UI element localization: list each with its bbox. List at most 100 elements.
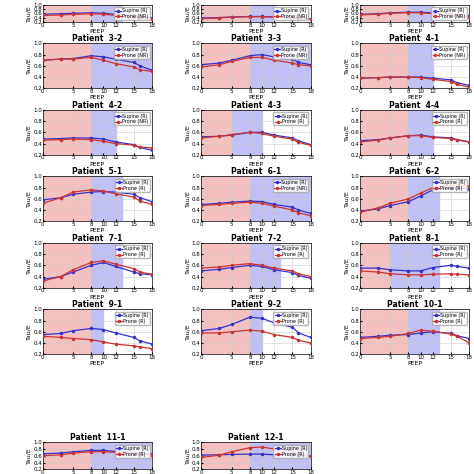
Bar: [250, 44, 310, 88]
Bar: [201, 442, 250, 469]
X-axis label: PEEP: PEEP: [90, 95, 105, 100]
X-axis label: PEEP: PEEP: [248, 361, 264, 366]
X-axis label: PEEP: PEEP: [248, 228, 264, 233]
X-axis label: PEEP: PEEP: [90, 29, 105, 34]
Title: Patient  3-2: Patient 3-2: [72, 34, 122, 43]
Y-axis label: Tau/E: Tau/E: [344, 191, 349, 207]
Legend: Supine (R), Prone (R): Supine (R), Prone (R): [115, 445, 150, 458]
Legend: Supine (R), Prone (NR): Supine (R), Prone (NR): [431, 46, 467, 59]
Legend: Supine (R), Prone (R): Supine (R), Prone (R): [273, 245, 308, 258]
Legend: Supine (R), Prone (NR): Supine (R), Prone (NR): [114, 112, 150, 126]
Bar: [390, 243, 439, 288]
Bar: [250, 243, 280, 288]
Bar: [91, 44, 152, 88]
Bar: [201, 243, 250, 288]
X-axis label: PEEP: PEEP: [90, 295, 105, 300]
Y-axis label: Tau/E: Tau/E: [185, 447, 191, 464]
Y-axis label: Tau/E: Tau/E: [185, 323, 191, 340]
Y-axis label: Tau/E: Tau/E: [27, 5, 32, 22]
Bar: [201, 110, 232, 155]
Y-axis label: Tau/E: Tau/E: [27, 57, 32, 74]
Legend: Supine (R), Prone (R): Supine (R), Prone (R): [432, 312, 467, 325]
X-axis label: PEEP: PEEP: [248, 162, 264, 167]
Legend: Supine (R), Prone (NR): Supine (R), Prone (NR): [114, 46, 150, 59]
Y-axis label: Tau/E: Tau/E: [185, 57, 191, 74]
Bar: [250, 5, 274, 22]
Bar: [43, 44, 91, 88]
Bar: [43, 310, 91, 354]
Legend: Supine (R), Prone (R): Supine (R), Prone (R): [432, 179, 467, 192]
Title: Patient  4-4: Patient 4-4: [390, 101, 440, 110]
Title: Patient  6-1: Patient 6-1: [231, 167, 281, 176]
X-axis label: PEEP: PEEP: [90, 228, 105, 233]
X-axis label: PEEP: PEEP: [407, 295, 422, 300]
Y-axis label: Tau/E: Tau/E: [27, 124, 32, 141]
Legend: Supine (R), Prone (NR): Supine (R), Prone (NR): [273, 7, 308, 20]
X-axis label: PEEP: PEEP: [407, 95, 422, 100]
Bar: [409, 5, 433, 22]
Bar: [360, 44, 409, 88]
Bar: [232, 110, 262, 155]
Title: Patient  6-2: Patient 6-2: [390, 167, 440, 176]
Bar: [91, 110, 116, 155]
Legend: Supine (R), Prone (R): Supine (R), Prone (R): [273, 112, 308, 126]
Title: Patient  4-3: Patient 4-3: [231, 101, 281, 110]
Bar: [250, 176, 310, 221]
Bar: [409, 310, 439, 354]
X-axis label: PEEP: PEEP: [407, 361, 422, 366]
Y-axis label: Tau/E: Tau/E: [344, 257, 349, 273]
Y-axis label: Tau/E: Tau/E: [185, 191, 191, 207]
Legend: Supine (R), Prone (R): Supine (R), Prone (R): [432, 245, 467, 258]
Bar: [91, 310, 103, 354]
Title: Patient  7-2: Patient 7-2: [231, 234, 281, 243]
Y-axis label: Tau/E: Tau/E: [185, 124, 191, 141]
Bar: [250, 310, 262, 354]
X-axis label: PEEP: PEEP: [407, 29, 422, 34]
Y-axis label: Tau/E: Tau/E: [185, 5, 191, 22]
Legend: Supine (R), Prone (NR): Supine (R), Prone (NR): [431, 7, 467, 20]
Y-axis label: Tau/E: Tau/E: [27, 447, 32, 464]
Legend: Supine (R), Prone (R): Supine (R), Prone (R): [273, 312, 308, 325]
Y-axis label: Tau/E: Tau/E: [344, 5, 349, 22]
X-axis label: PEEP: PEEP: [90, 162, 105, 167]
Legend: Supine (R), Prone (R): Supine (R), Prone (R): [115, 179, 150, 192]
Legend: Supine (R), Prone (NR): Supine (R), Prone (NR): [273, 46, 308, 59]
Legend: Supine (R), Prone (R): Supine (R), Prone (R): [273, 445, 308, 458]
Title: Patient  8-1: Patient 8-1: [389, 234, 440, 243]
Bar: [360, 176, 409, 221]
Bar: [250, 442, 310, 469]
Bar: [409, 44, 433, 88]
Bar: [43, 176, 91, 221]
Legend: Supine (R), Prone (R): Supine (R), Prone (R): [115, 245, 150, 258]
Legend: Supine (R), Prone (R): Supine (R), Prone (R): [432, 112, 467, 126]
Title: Patient  9-1: Patient 9-1: [72, 300, 122, 309]
Bar: [43, 442, 91, 469]
Title: Patient  5-1: Patient 5-1: [73, 167, 122, 176]
Bar: [360, 5, 409, 22]
Bar: [43, 110, 91, 155]
X-axis label: PEEP: PEEP: [248, 95, 264, 100]
Bar: [409, 176, 439, 221]
Bar: [91, 5, 122, 22]
Title: Patient  7-1: Patient 7-1: [72, 234, 123, 243]
X-axis label: PEEP: PEEP: [248, 295, 264, 300]
Bar: [360, 310, 409, 354]
Bar: [360, 110, 409, 155]
Bar: [201, 44, 250, 88]
Y-axis label: Tau/E: Tau/E: [344, 124, 349, 141]
Title: Patient  9-2: Patient 9-2: [231, 300, 281, 309]
Bar: [91, 442, 152, 469]
Title: Patient  4-2: Patient 4-2: [72, 101, 122, 110]
Bar: [201, 310, 250, 354]
Bar: [201, 5, 250, 22]
Title: Patient  3-3: Patient 3-3: [231, 34, 281, 43]
Bar: [43, 243, 91, 288]
Legend: Supine (R), Prone (R): Supine (R), Prone (R): [115, 312, 150, 325]
Y-axis label: Tau/E: Tau/E: [27, 191, 32, 207]
Y-axis label: Tau/E: Tau/E: [185, 257, 191, 273]
Y-axis label: Tau/E: Tau/E: [27, 257, 32, 273]
Bar: [409, 110, 433, 155]
Legend: Supine (R), Prone (NR): Supine (R), Prone (NR): [114, 7, 150, 20]
Title: Patient  10-1: Patient 10-1: [387, 300, 442, 309]
Title: Patient  11-1: Patient 11-1: [70, 433, 125, 442]
